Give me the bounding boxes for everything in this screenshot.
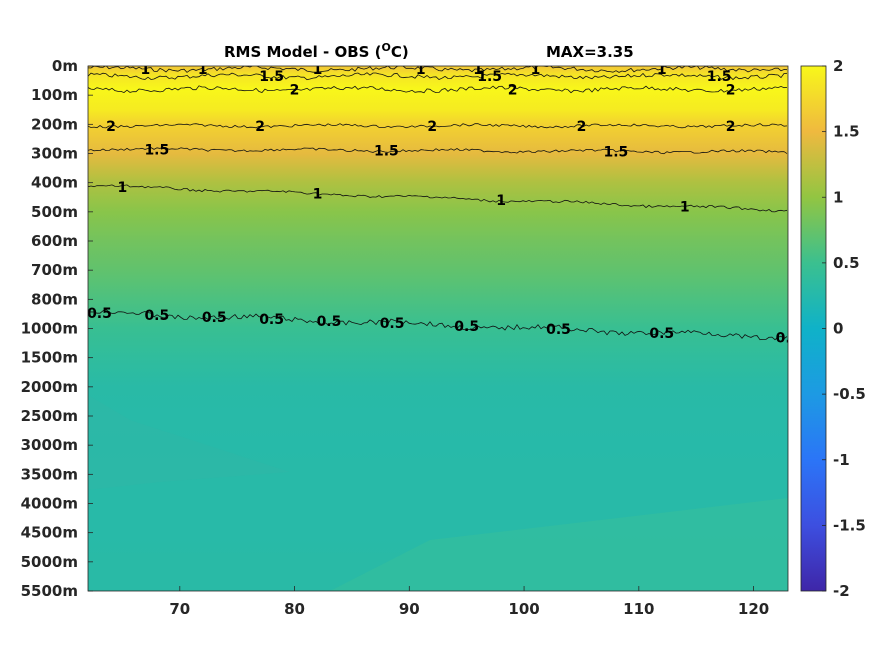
y-tick-label: 4000m xyxy=(21,495,78,513)
y-tick-label: 2500m xyxy=(21,407,78,425)
y-tick-label: 400m xyxy=(31,174,78,192)
contour-label: 2 xyxy=(290,82,300,98)
contour-label: 1.5 xyxy=(707,69,732,85)
contour-label: 1.5 xyxy=(603,144,628,160)
contour-line xyxy=(88,66,788,73)
contour-label: 1 xyxy=(313,187,323,203)
chart-title-unit: C) xyxy=(391,43,409,61)
chart-title-main: RMS Model - OBS ( xyxy=(224,43,382,61)
contour-label: 0.5 xyxy=(454,319,479,335)
x-tick-label: 120 xyxy=(738,600,769,618)
y-tick-label: 2000m xyxy=(21,378,78,396)
y-tick-label: 3000m xyxy=(21,436,78,454)
y-tick-label: 4500m xyxy=(21,524,78,542)
contour-label: 1.5 xyxy=(144,142,169,158)
colorbar-tick-label: -0.5 xyxy=(833,385,866,403)
x-tick-label: 100 xyxy=(508,600,539,618)
contour-label: 2 xyxy=(508,82,518,98)
contour-label: 0.5 xyxy=(317,314,342,330)
contour-label: 2 xyxy=(577,119,587,135)
y-tick-label: 800m xyxy=(31,290,78,308)
x-tick-label: 70 xyxy=(169,600,190,618)
y-tick-label: 5000m xyxy=(21,553,78,571)
contour-label: 1 xyxy=(313,62,323,78)
contour-label: 1 xyxy=(657,62,667,78)
y-tick-label: 1500m xyxy=(21,349,78,367)
colorbar-tick-label: 0.5 xyxy=(833,254,860,272)
plot-area: 1 1 1 1 1 1 11.5 1.5 1.52 2 22 2 2 2 21.5 1.5 1.51 1 1 10.5… xyxy=(87,62,801,591)
y-axis-depth-labels: 0m 100m 200m 300m 400m 500m 600m 700m 800m 1000m 1… xyxy=(21,57,93,600)
colorbar-tick-label: -1.5 xyxy=(833,516,866,534)
x-tick-label: 90 xyxy=(399,600,420,618)
contour-label: 0.5 xyxy=(546,322,571,338)
y-tick-label: 5500m xyxy=(21,582,78,600)
colorbar-tick-label: 0 xyxy=(833,320,843,338)
chart-title-superscript: O xyxy=(382,41,391,54)
heatmap-field xyxy=(88,66,788,591)
contour-label: 1.5 xyxy=(374,143,399,159)
contour-label: 1 xyxy=(680,200,690,216)
contour-labels: 1 1 1 1 1 1 11.5 1.5 1.52 2 22 2 2 2 21.5 1.5 1.51 1 1 10.5… xyxy=(87,62,801,346)
y-tick-label: 3500m xyxy=(21,465,78,483)
contour-label: 1 xyxy=(531,62,541,78)
x-tick-label: 110 xyxy=(623,600,654,618)
contour-line xyxy=(88,72,788,81)
contour-label: 1 xyxy=(118,180,128,196)
contour-label: 2 xyxy=(106,119,116,135)
contour-label: 1.5 xyxy=(477,69,502,85)
contour-label: 1 xyxy=(198,62,208,78)
y-tick-label: 100m xyxy=(31,86,78,104)
contour-line xyxy=(88,85,788,94)
contour-label: 0.5 xyxy=(202,310,227,326)
contour-label: 2 xyxy=(255,119,265,135)
chart-title: RMS Model - OBS (OC) xyxy=(224,41,409,61)
contour-label: 1 xyxy=(496,193,506,209)
contour-label: 2 xyxy=(726,82,736,98)
x-tick-label: 80 xyxy=(284,600,305,618)
contour-label: 0.5 xyxy=(144,308,169,324)
colorbar-tick-label: -2 xyxy=(833,582,850,600)
contour-line xyxy=(88,123,788,129)
deep-lower-value-patch xyxy=(88,395,290,490)
contour-lines xyxy=(88,66,788,341)
contour-line xyxy=(88,308,788,341)
contour-label: 1 xyxy=(473,62,483,78)
colorbar-tick-label: 1 xyxy=(833,188,843,206)
colorbar-tick-label: -1 xyxy=(833,451,850,469)
y-tick-label: 200m xyxy=(31,115,78,133)
x-axis-tick-labels: 70 80 90 100 110 120 xyxy=(169,586,769,618)
contour-label: 1 xyxy=(141,62,151,78)
y-tick-label: 700m xyxy=(31,261,78,279)
contour-label: 0.5 xyxy=(649,326,674,342)
colorbar-tick-label: 1.5 xyxy=(833,123,860,141)
contour-label: 2 xyxy=(427,119,437,135)
contour-label: 1 xyxy=(416,62,426,78)
contour-label: 0.5 xyxy=(380,316,405,332)
colorbar-ticks: 2 1.5 1 0.5 0 -0.5 -1 -1.5 -2 xyxy=(822,57,866,600)
contour-label: 0.5 xyxy=(259,312,284,328)
y-tick-label: 0m xyxy=(52,57,78,75)
contour-line xyxy=(88,184,788,213)
colorbar-tick-label: 2 xyxy=(833,57,843,75)
y-tick-label: 300m xyxy=(31,145,78,163)
contour-line xyxy=(88,146,788,155)
deep-higher-value-patch xyxy=(330,498,788,591)
y-tick-label: 600m xyxy=(31,232,78,250)
contour-label: 2 xyxy=(726,119,736,135)
contour-label: 0.5 xyxy=(87,306,112,322)
max-label: MAX=3.35 xyxy=(546,43,634,61)
contour-label: 1.5 xyxy=(259,69,284,85)
colorbar xyxy=(800,65,827,592)
y-tick-label: 1000m xyxy=(21,320,78,338)
y-tick-label: 500m xyxy=(31,203,78,221)
contour-label: 0.5 xyxy=(776,330,801,346)
